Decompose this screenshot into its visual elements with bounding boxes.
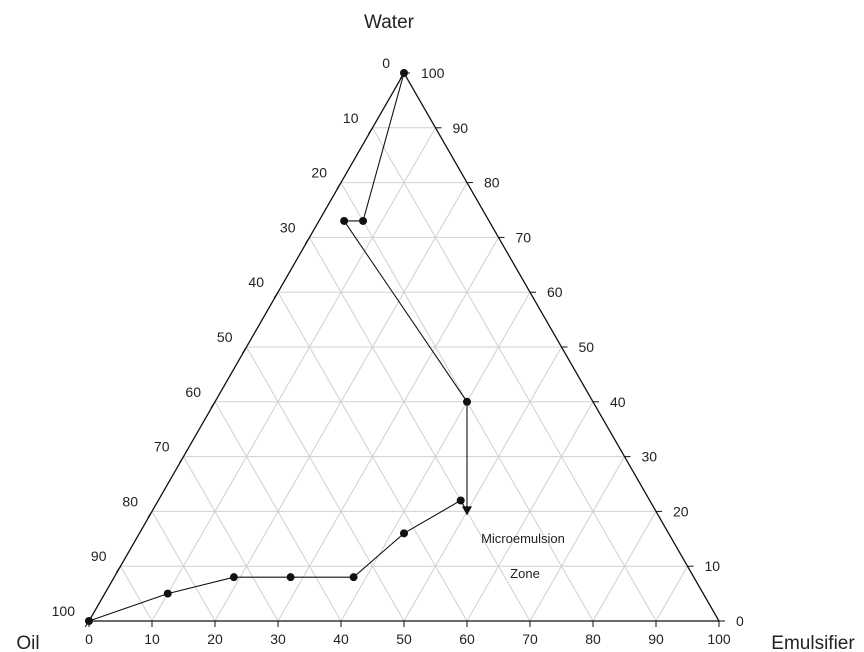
tick-label-emulsifier: 60 [459,631,475,647]
tick-oil [147,511,153,518]
tick-label-water: 80 [484,175,500,191]
data-point-triangle [462,506,472,516]
grid-line-emulsifier [655,565,688,622]
data-series [85,69,472,625]
tick-label-water: 30 [642,449,658,465]
tick-label-emulsifier: 0 [85,631,93,647]
tick-labels: 0 10 20 30 40 50 60 70 80 90 100010203040506070809… [52,55,744,647]
grid-line-oil [309,237,531,622]
tick-oil [179,456,184,463]
tick-label-emulsifier: 70 [522,631,538,647]
tick-label-oil: 0 [382,55,390,71]
tick-label-emulsifier: 80 [585,631,601,647]
tick-label-water: 40 [610,394,626,410]
grid-line-oil [151,511,216,622]
tick-oil [368,127,373,135]
tick-label-emulsifier: 100 [707,631,731,647]
grid-line-emulsifier [592,511,657,622]
grid-lines [120,127,688,622]
tick-label-emulsifier: 20 [207,631,223,647]
tick-label-oil: 20 [311,165,327,181]
tick-label-oil: 40 [248,274,264,290]
tick-label-oil: 30 [280,219,296,235]
data-point [400,69,408,77]
tick-label-water: 20 [673,503,689,519]
grid-line-emulsifier [277,237,499,622]
grid-line-oil [372,127,657,622]
grid-line-oil [246,346,405,622]
tick-label-oil: 70 [154,439,170,455]
data-point [340,216,349,225]
tick-oil [336,182,342,189]
tick-label-water: 0 [736,613,744,629]
tick-label-emulsifier: 30 [270,631,286,647]
annotation-zone: Zone [510,566,540,581]
tick-label-oil: 10 [343,110,359,126]
tick-label-emulsifier: 10 [144,631,160,647]
tick-oil [210,401,216,409]
data-point [349,573,358,582]
grid-line-emulsifier [529,456,625,622]
tick-label-oil: 100 [52,603,76,619]
tick-oil [305,237,310,244]
grid-line-emulsifier [466,401,594,622]
data-point [229,573,238,582]
grid-line-emulsifier [151,127,436,622]
tick-label-emulsifier: 90 [648,631,664,647]
tick-label-water: 100 [421,65,445,81]
data-point [400,529,408,538]
tick-label-water: 10 [705,558,721,574]
data-point [163,589,172,598]
tick-label-oil: 60 [185,384,201,400]
tick-oil [242,346,247,354]
data-point [359,216,368,225]
data-point [456,496,465,505]
data-point [286,573,295,582]
corner-label-emulsifier: Emulsifier [771,633,855,652]
tick-label-oil: 50 [217,329,233,345]
grid-line-emulsifier [403,346,562,622]
tick-label-water: 50 [579,339,595,355]
grid-line-oil [120,565,153,622]
tick-label-water: 70 [516,229,532,245]
tick-label-emulsifier: 40 [333,631,349,647]
tick-label-water: 60 [547,284,563,300]
tick-marks [84,72,725,628]
data-point [85,617,93,625]
tick-label-emulsifier: 50 [396,631,412,647]
tick-oil [273,291,279,299]
corner-label-oil: Oil [16,633,39,652]
tick-label-oil: 90 [91,548,107,564]
tick-oil [116,565,121,573]
data-point [463,397,471,406]
corner-label-water: Water [364,12,415,33]
grid-line-oil [214,401,342,622]
tick-label-water: 90 [453,120,469,136]
annotation-microemulsion: Microemulsion [481,531,565,546]
grid-line-oil [183,456,279,622]
tick-label-oil: 80 [122,493,138,509]
